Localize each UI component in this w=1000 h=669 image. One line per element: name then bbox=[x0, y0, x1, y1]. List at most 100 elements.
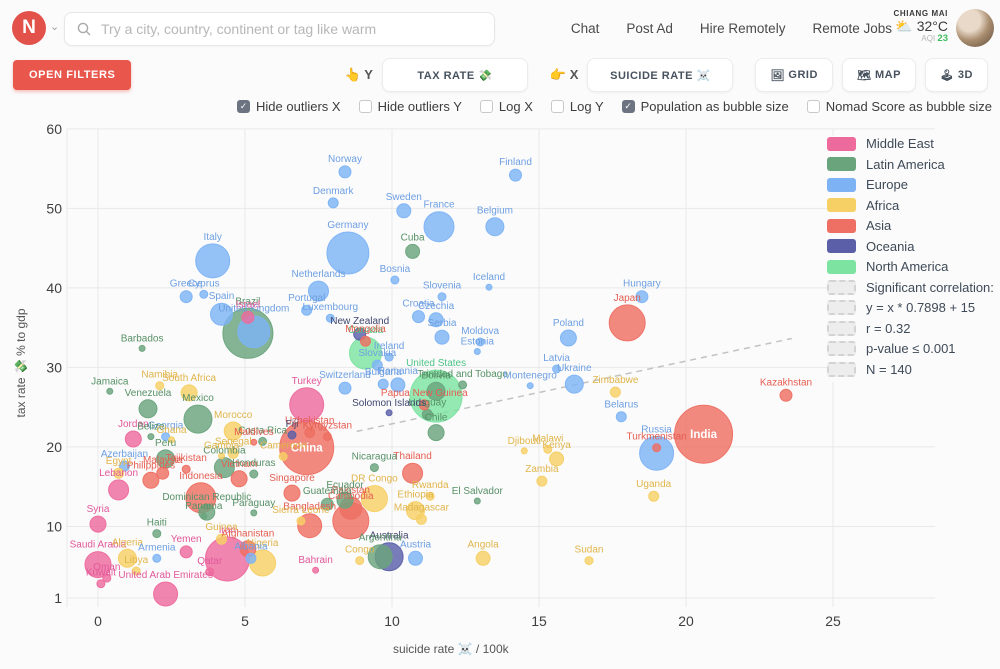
bubble-Slovenia[interactable] bbox=[437, 292, 447, 302]
checkbox[interactable] bbox=[358, 100, 372, 113]
bubble-Poland[interactable] bbox=[559, 329, 577, 347]
bubble-Sierra-Leone[interactable] bbox=[296, 516, 306, 526]
open-filters-button[interactable]: OPEN FILTERS bbox=[13, 60, 132, 90]
bubble-Kyrgyzstan[interactable] bbox=[322, 432, 332, 442]
bubble-Oman[interactable] bbox=[102, 573, 112, 583]
bubble-Austria[interactable] bbox=[408, 550, 423, 566]
nav-link-post-ad[interactable]: Post Ad bbox=[626, 20, 673, 36]
bubble-Luxembourg[interactable] bbox=[325, 313, 335, 323]
bubble-Algeria[interactable] bbox=[117, 548, 137, 568]
bubble-Cuba[interactable] bbox=[405, 243, 421, 259]
option-log-x[interactable]: Log X bbox=[479, 99, 533, 114]
bubble-Lebanon[interactable] bbox=[108, 479, 130, 501]
legend-item-africa[interactable]: Africa bbox=[827, 198, 997, 213]
nav-link-hire-remotely[interactable]: Hire Remotely bbox=[699, 20, 786, 36]
bubble-Argentina[interactable] bbox=[367, 544, 393, 570]
bubble-Honduras[interactable] bbox=[249, 469, 259, 479]
bubble-Netherlands[interactable] bbox=[308, 280, 329, 302]
bubble-Madagascar[interactable] bbox=[415, 513, 427, 525]
bubble-Ukraine[interactable] bbox=[564, 374, 584, 394]
bubble-Venezuela[interactable] bbox=[138, 399, 158, 419]
bubble-Armenia[interactable] bbox=[152, 553, 162, 563]
bubble-Azerbaijan[interactable] bbox=[119, 460, 130, 472]
bubble-Saudi-Arabia[interactable] bbox=[84, 551, 112, 579]
bubble-Syria[interactable] bbox=[89, 515, 107, 533]
bubble-Hungary[interactable] bbox=[635, 290, 649, 304]
bubble-Montenegro[interactable] bbox=[526, 382, 534, 390]
bubble-Mexico[interactable] bbox=[183, 404, 213, 434]
bubble-Belgium[interactable] bbox=[485, 217, 505, 237]
bubble-Kenya[interactable] bbox=[549, 451, 565, 467]
bubble-Finland[interactable] bbox=[509, 168, 522, 182]
bubble-Philippines[interactable] bbox=[142, 471, 160, 489]
bubble-Turkmenistan[interactable] bbox=[652, 443, 662, 453]
bubble-Spain[interactable] bbox=[210, 302, 233, 326]
bubble-Cameroon[interactable] bbox=[278, 452, 288, 461]
bubble-Romania[interactable] bbox=[390, 377, 406, 393]
bubble-Jordan[interactable] bbox=[124, 430, 142, 448]
bubble-South-Africa[interactable] bbox=[180, 384, 198, 402]
bubble-Fiji[interactable] bbox=[287, 430, 297, 440]
bubble-Senegal[interactable] bbox=[227, 447, 239, 459]
bubble-India[interactable] bbox=[674, 404, 734, 464]
bubble-Japan[interactable] bbox=[608, 304, 646, 342]
bubble-Kuwait[interactable] bbox=[96, 579, 106, 589]
search-bar[interactable] bbox=[64, 12, 495, 46]
bubble-Bolivia[interactable] bbox=[426, 381, 446, 401]
bubble-Papua-New-Guinea[interactable] bbox=[418, 399, 430, 411]
bubble-Cyprus[interactable] bbox=[199, 289, 209, 299]
bubble-Namibia[interactable] bbox=[155, 381, 165, 391]
legend-item-oceania[interactable]: Oceania bbox=[827, 239, 997, 254]
checkbox[interactable] bbox=[806, 100, 820, 113]
bubble-Djibouti[interactable] bbox=[520, 447, 528, 455]
nav-link-remote-jobs[interactable]: Remote Jobs bbox=[812, 20, 892, 36]
map-view-button[interactable]: 🗺 MAP bbox=[841, 58, 916, 92]
bubble-Costa-Rica[interactable] bbox=[258, 436, 268, 446]
grid-view-button[interactable]: 🖼 GRID bbox=[755, 58, 833, 92]
bubble-Malaysia[interactable] bbox=[156, 466, 170, 480]
bubble-Greece[interactable] bbox=[179, 290, 193, 304]
bubble-Maldives[interactable] bbox=[250, 438, 258, 446]
bubble-Ireland[interactable] bbox=[384, 352, 394, 362]
bubble-United-Arab-Emirates[interactable] bbox=[153, 581, 179, 607]
weather-widget[interactable]: CHIANG MAI ⛅ 32°C AQI 23 bbox=[894, 9, 948, 45]
bubble-Bosnia[interactable] bbox=[390, 275, 400, 285]
bubble-Tajikistan[interactable] bbox=[181, 464, 191, 474]
bubble-Portugal[interactable] bbox=[301, 304, 313, 316]
bubble-Latvia[interactable] bbox=[552, 364, 562, 374]
option-log-y[interactable]: Log Y bbox=[550, 99, 604, 114]
bubble-Qatar[interactable] bbox=[205, 567, 215, 577]
bubble-Kazakhstan[interactable] bbox=[779, 388, 793, 402]
bubble-Angola[interactable] bbox=[475, 550, 491, 566]
bubble-Italy[interactable] bbox=[195, 243, 231, 279]
bubble-Denmark[interactable] bbox=[327, 197, 339, 209]
bubble-Belarus[interactable] bbox=[615, 411, 627, 423]
bubble-Belize[interactable] bbox=[147, 433, 155, 441]
bubble-El-Salvador[interactable] bbox=[473, 497, 481, 505]
bubble-Congo[interactable] bbox=[355, 556, 365, 566]
bubble-Albania[interactable] bbox=[245, 552, 257, 564]
bubble-Czechia[interactable] bbox=[428, 312, 444, 328]
bubble-Bahrain[interactable] bbox=[312, 566, 320, 574]
legend-item-middle-east[interactable]: Middle East bbox=[827, 136, 997, 151]
option-nomad-score-as-bubble-size[interactable]: Nomad Score as bubble size bbox=[806, 99, 992, 114]
bubble-Nicaragua[interactable] bbox=[369, 463, 379, 473]
bubble-Bulgaria[interactable] bbox=[377, 378, 389, 390]
bubble-Morocco[interactable] bbox=[223, 421, 243, 441]
bubble-Ghana[interactable] bbox=[168, 436, 175, 444]
bubble-Vietnam[interactable] bbox=[230, 470, 248, 488]
bubble-Rwanda[interactable] bbox=[425, 491, 435, 501]
bubble-Iceland[interactable] bbox=[485, 283, 493, 291]
bubble-Zimbabwe[interactable] bbox=[609, 386, 621, 398]
option-population-as-bubble-size[interactable]: ✓ Population as bubble size bbox=[621, 99, 789, 114]
bubble-Yemen[interactable] bbox=[179, 545, 193, 559]
option-hide-outliers-x[interactable]: ✓ Hide outliers X bbox=[237, 99, 341, 114]
option-hide-outliers-y[interactable]: Hide outliers Y bbox=[358, 99, 462, 114]
nav-link-chat[interactable]: Chat bbox=[570, 20, 600, 36]
chevron-down-icon[interactable]: ⌄ bbox=[50, 21, 60, 33]
bubble-Israel[interactable] bbox=[241, 310, 255, 324]
bubble-Haiti[interactable] bbox=[152, 529, 162, 539]
bubble-Gambia[interactable] bbox=[218, 452, 225, 460]
bubble-Paraguay[interactable] bbox=[250, 509, 258, 517]
bubble-Slovakia[interactable] bbox=[371, 359, 383, 371]
